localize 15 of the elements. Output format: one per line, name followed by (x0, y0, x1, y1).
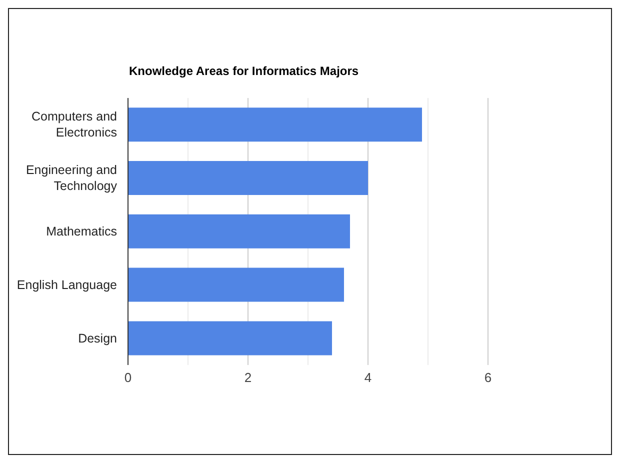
y-tick-label: Computers and Electronics (32, 110, 118, 140)
x-tick-label: 4 (364, 370, 372, 386)
bar (128, 161, 368, 196)
chart-title: Knowledge Areas for Informatics Majors (129, 64, 359, 79)
bar (128, 108, 422, 142)
bar (128, 321, 332, 356)
bar (128, 268, 344, 302)
x-tick-label: 0 (124, 370, 132, 386)
y-tick-label: Mathematics (46, 224, 117, 238)
x-tick-label: 2 (244, 370, 252, 386)
x-tick-label: 6 (484, 370, 492, 386)
y-tick-label: English Language (16, 278, 118, 292)
y-tick-label: Design (78, 331, 118, 346)
bar (128, 214, 350, 248)
y-tick-label: Engineering and Technology (26, 163, 118, 194)
